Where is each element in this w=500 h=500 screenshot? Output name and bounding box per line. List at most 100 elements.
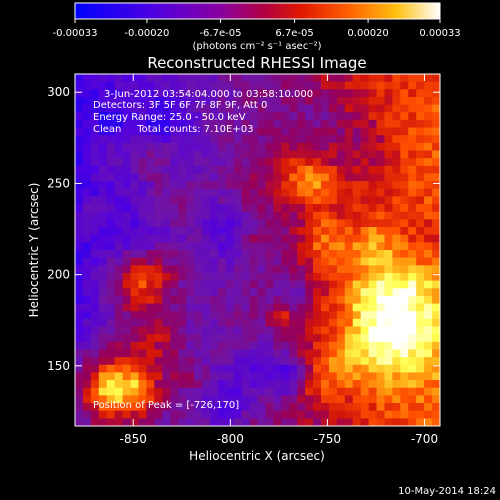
heatmap-cell bbox=[257, 89, 267, 98]
heatmap-cell bbox=[249, 372, 259, 381]
heatmap-cell bbox=[186, 257, 195, 266]
heatmap-cell bbox=[289, 334, 298, 343]
heatmap-cell bbox=[146, 127, 155, 136]
heatmap-cell bbox=[344, 395, 354, 404]
heatmap-cell bbox=[432, 242, 440, 251]
heatmap-cell bbox=[313, 418, 322, 426]
heatmap-cell bbox=[360, 142, 370, 152]
heatmap-cell bbox=[98, 334, 108, 343]
heatmap-cell bbox=[352, 395, 362, 404]
heatmap-cell bbox=[336, 104, 346, 113]
heatmap-cell bbox=[154, 89, 163, 98]
heatmap-cell bbox=[162, 181, 171, 190]
heatmap-cell bbox=[400, 372, 409, 381]
heatmap-cell bbox=[217, 158, 227, 167]
heatmap-cell bbox=[209, 135, 219, 144]
heatmap-cell bbox=[146, 119, 155, 129]
heatmap-cell bbox=[392, 280, 401, 289]
heatmap-cell bbox=[328, 318, 338, 328]
heatmap-cell bbox=[257, 242, 267, 251]
heatmap-cell bbox=[241, 165, 251, 175]
heatmap-cell bbox=[289, 318, 298, 328]
heatmap-cell bbox=[162, 341, 171, 351]
heatmap-cell bbox=[225, 357, 235, 366]
heatmap-cell bbox=[368, 311, 378, 320]
heatmap-cell bbox=[352, 418, 362, 426]
heatmap-cell bbox=[400, 188, 409, 198]
heatmap-cell bbox=[320, 257, 330, 266]
heatmap-cell bbox=[98, 311, 108, 320]
heatmap-cell bbox=[328, 227, 338, 236]
heatmap-cell bbox=[328, 211, 338, 220]
heatmap-cell bbox=[170, 410, 179, 419]
heatmap-cell bbox=[400, 250, 409, 259]
heatmap-cell bbox=[289, 227, 298, 236]
heatmap-cell bbox=[178, 196, 187, 205]
heatmap-cell bbox=[320, 127, 330, 136]
heatmap-cell bbox=[146, 219, 155, 228]
heatmap-cell bbox=[344, 387, 354, 396]
heatmap-cell bbox=[75, 242, 84, 251]
heatmap-cell bbox=[297, 410, 306, 419]
heatmap-cell bbox=[194, 364, 203, 374]
heatmap-cell bbox=[432, 219, 440, 228]
heatmap-cell bbox=[344, 81, 354, 90]
heatmap-cell bbox=[297, 219, 306, 228]
heatmap-cell bbox=[408, 357, 417, 366]
heatmap-cell bbox=[336, 89, 346, 98]
heatmap-cell bbox=[162, 334, 171, 343]
heatmap-cell bbox=[178, 150, 187, 159]
heatmap-cell bbox=[122, 234, 132, 243]
heatmap-cell bbox=[178, 173, 187, 182]
heatmap-cell bbox=[273, 372, 282, 381]
heatmap-cell bbox=[201, 272, 211, 282]
heatmap-cell bbox=[170, 112, 179, 121]
heatmap-cell bbox=[249, 188, 259, 198]
heatmap-cell bbox=[376, 242, 386, 251]
heatmap-cell bbox=[225, 173, 235, 182]
heatmap-cell bbox=[233, 142, 243, 152]
heatmap-cell bbox=[154, 119, 163, 129]
heatmap-cell bbox=[122, 135, 132, 144]
heatmap-cell bbox=[368, 150, 378, 159]
heatmap-cell bbox=[209, 242, 219, 251]
heatmap-cell bbox=[217, 165, 227, 175]
heatmap-cell bbox=[392, 150, 401, 159]
heatmap-cell bbox=[320, 303, 330, 312]
heatmap-cell bbox=[146, 372, 155, 381]
heatmap-cell bbox=[416, 211, 425, 220]
heatmap-cell bbox=[225, 380, 235, 389]
heatmap-cell bbox=[217, 219, 227, 228]
heatmap-cell bbox=[154, 380, 163, 389]
heatmap-cell bbox=[400, 234, 409, 243]
heatmap-cell bbox=[233, 349, 243, 358]
heatmap-cell bbox=[249, 250, 259, 259]
heatmap-cell bbox=[265, 349, 274, 358]
heatmap-cell bbox=[82, 250, 92, 259]
heatmap-cell bbox=[305, 188, 314, 198]
heatmap-cell bbox=[82, 89, 92, 98]
heatmap-cell bbox=[209, 250, 219, 259]
heatmap-cell bbox=[281, 288, 290, 297]
heatmap-cell bbox=[344, 280, 354, 289]
heatmap-cell bbox=[170, 204, 179, 213]
heatmap-cell bbox=[194, 242, 203, 251]
heatmap-cell bbox=[162, 288, 171, 297]
heatmap-cell bbox=[352, 173, 362, 182]
heatmap-cell bbox=[392, 181, 401, 190]
heatmap-cell bbox=[178, 357, 187, 366]
heatmap-cell bbox=[249, 341, 259, 351]
heatmap-cell bbox=[336, 250, 346, 259]
heatmap-cell bbox=[360, 364, 370, 374]
heatmap-cell bbox=[225, 142, 235, 152]
heatmap-cell bbox=[130, 158, 140, 167]
heatmap-cell bbox=[114, 104, 124, 113]
heatmap-cell bbox=[138, 74, 148, 83]
heatmap-cell bbox=[424, 219, 433, 228]
heatmap-cell bbox=[328, 165, 338, 175]
heatmap-cell bbox=[392, 341, 401, 351]
heatmap-cell bbox=[281, 196, 290, 205]
heatmap-cell bbox=[249, 219, 259, 228]
heatmap-cell bbox=[146, 395, 155, 404]
heatmap-cell bbox=[122, 127, 132, 136]
